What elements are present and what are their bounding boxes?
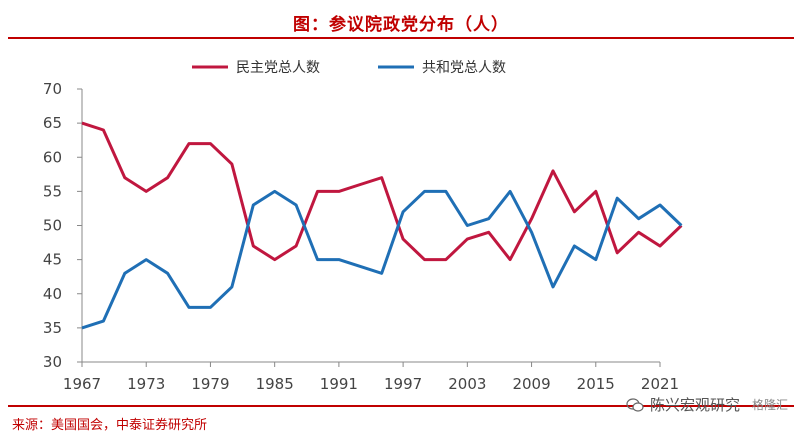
x-tick-label: 1973 [127, 375, 165, 393]
x-tick-label: 1991 [320, 375, 358, 393]
x-tick-label: 1967 [63, 375, 101, 393]
x-tick-label: 2003 [448, 375, 486, 393]
y-tick-label: 50 [43, 217, 62, 235]
series-lines [81, 121, 683, 330]
x-tick-label: 1979 [191, 375, 229, 393]
line-chart: 民主党总人数 共和党总人数 30 35 40 45 50 55 60 65 70 1967 1973 1… [43, 60, 683, 393]
title-area: 图：参议院政党分布（人） [0, 0, 802, 40]
chart-title: 图：参议院政党分布（人） [293, 15, 509, 35]
watermark: 陈兴宏观研究 格隆汇 [626, 394, 788, 415]
y-tick-label: 60 [43, 148, 62, 166]
dem-series-line [81, 121, 683, 262]
y-tick-label: 65 [43, 114, 62, 132]
legend: 民主党总人数 共和党总人数 [192, 60, 506, 76]
y-tick-label: 45 [43, 251, 62, 269]
watermark-sub: 格隆汇 [751, 398, 788, 412]
y-tick-label: 30 [43, 353, 62, 371]
x-tick-label: 2021 [641, 375, 679, 393]
y-tick-label: 35 [43, 319, 62, 337]
legend-label-rep: 共和党总人数 [422, 60, 506, 76]
axes: 30 35 40 45 50 55 60 65 70 1967 1973 1979 1985 1991 19… [43, 80, 679, 393]
footer-rule [8, 405, 794, 407]
wechat-icon [626, 397, 644, 412]
watermark-label: 陈兴宏观研究 [649, 396, 740, 414]
title-rule [8, 37, 794, 39]
source-note: 来源：美国国会，中泰证券研究所 [12, 418, 208, 433]
x-tick-label: 1997 [384, 375, 422, 393]
y-tick-label: 70 [43, 80, 62, 98]
y-tick-label: 55 [43, 182, 62, 200]
y-tick-label: 40 [43, 285, 62, 303]
legend-label-dem: 民主党总人数 [236, 60, 320, 76]
rep-series-line [81, 189, 683, 330]
x-tick-label: 1985 [256, 375, 294, 393]
x-tick-label: 2009 [512, 375, 550, 393]
x-tick-label: 2015 [577, 375, 615, 393]
